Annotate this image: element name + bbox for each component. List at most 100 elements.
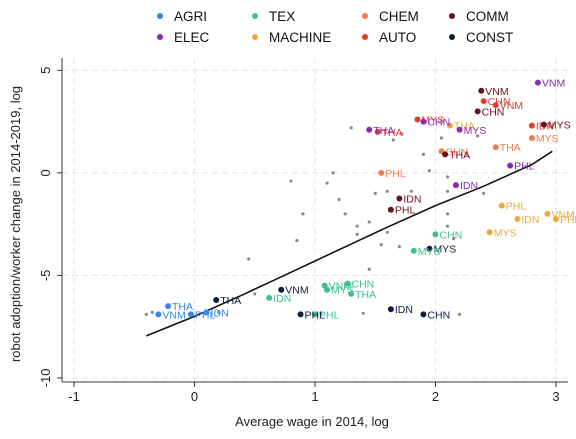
gray-point bbox=[482, 191, 486, 195]
gray-point bbox=[301, 212, 305, 216]
x-tick-label: 3 bbox=[552, 389, 559, 404]
point-label: MYS bbox=[331, 285, 354, 297]
data-point-chem bbox=[492, 144, 499, 151]
gray-point bbox=[385, 230, 389, 234]
gray-point bbox=[397, 245, 401, 249]
data-point-tex bbox=[324, 286, 331, 293]
point-label: CHN bbox=[446, 146, 469, 158]
point-label: PHL bbox=[514, 161, 535, 173]
gray-point bbox=[367, 220, 371, 224]
data-point-elec bbox=[420, 118, 427, 125]
gray-point bbox=[349, 126, 353, 130]
legend-label: AUTO bbox=[379, 30, 416, 45]
unlabeled-points bbox=[144, 126, 486, 316]
point-label: PHL bbox=[305, 309, 326, 321]
point-label: MYS bbox=[536, 133, 559, 145]
gray-point bbox=[445, 212, 450, 216]
legend-marker bbox=[252, 13, 258, 19]
data-point-comm bbox=[540, 121, 547, 128]
data-point-tex bbox=[312, 311, 318, 318]
legend-label: MACHINE bbox=[269, 30, 331, 45]
data-point-comm bbox=[442, 151, 449, 158]
data-point-tex bbox=[432, 231, 439, 238]
y-tick-label: -5 bbox=[38, 270, 53, 282]
data-point-const bbox=[387, 306, 394, 313]
data-point-auto bbox=[528, 122, 535, 129]
point-label: THA bbox=[355, 289, 376, 301]
data-point-elec bbox=[366, 126, 373, 133]
gray-point bbox=[367, 267, 371, 271]
point-label: THA bbox=[172, 301, 193, 313]
data-point-const bbox=[213, 296, 220, 303]
gray-point bbox=[331, 171, 335, 175]
gray-point bbox=[355, 232, 359, 236]
point-label: IDN bbox=[395, 304, 413, 316]
legend-marker bbox=[449, 13, 455, 19]
legend-marker bbox=[362, 13, 368, 19]
data-point-auto bbox=[414, 116, 421, 123]
data-point-tex bbox=[410, 247, 417, 254]
data-point-chem bbox=[528, 134, 535, 141]
data-point-const bbox=[420, 311, 427, 318]
gray-point bbox=[391, 138, 395, 142]
data-point-comm bbox=[387, 206, 394, 213]
point-label: MYS bbox=[548, 120, 571, 132]
fit-curve-layer bbox=[145, 150, 553, 337]
gray-point bbox=[295, 238, 299, 243]
y-tick-label: 5 bbox=[38, 67, 53, 74]
gray-point bbox=[343, 212, 347, 216]
legend-marker bbox=[157, 34, 163, 40]
point-label: VNM bbox=[500, 100, 523, 112]
point-label: CHN bbox=[352, 279, 375, 291]
gray-point bbox=[361, 311, 365, 315]
x-tick-label: -1 bbox=[68, 389, 80, 404]
legend-label: COMM bbox=[466, 9, 509, 24]
point-label: IDN bbox=[403, 193, 421, 205]
point-label: PHL bbox=[195, 309, 216, 321]
gray-point bbox=[289, 179, 293, 183]
point-label: PHL bbox=[319, 309, 340, 321]
data-point-agri bbox=[187, 311, 194, 318]
point-label: MYS bbox=[464, 125, 487, 137]
gray-point bbox=[439, 136, 444, 140]
point-label: CHN bbox=[482, 106, 505, 118]
data-point-machine bbox=[446, 122, 453, 129]
data-point-const bbox=[297, 311, 304, 318]
data-point-chem bbox=[378, 169, 385, 176]
data-point-comm bbox=[478, 87, 485, 94]
legend-marker bbox=[362, 34, 368, 40]
point-label: VNM bbox=[162, 309, 185, 321]
point-label: IDN bbox=[273, 293, 291, 305]
point-label: PHL bbox=[560, 214, 576, 226]
data-point-agri bbox=[155, 311, 162, 318]
gray-point bbox=[253, 292, 257, 296]
gray-point bbox=[373, 191, 377, 195]
grid bbox=[62, 58, 568, 382]
gray-point bbox=[421, 152, 426, 156]
point-label: MYS bbox=[494, 227, 517, 239]
gray-point bbox=[427, 169, 432, 173]
point-label: PHL bbox=[395, 205, 416, 217]
data-point-auto bbox=[480, 98, 487, 105]
data-point-machine bbox=[498, 202, 505, 209]
y-tick-label: -10 bbox=[38, 369, 53, 388]
gray-point bbox=[400, 132, 404, 136]
gray-point bbox=[409, 189, 413, 193]
data-point-elec bbox=[507, 162, 514, 169]
legend-label: CHEM bbox=[379, 9, 419, 24]
legend-marker bbox=[252, 34, 258, 40]
y-tick-label: 0 bbox=[38, 169, 53, 176]
point-label: VNM bbox=[542, 78, 565, 90]
legend-marker bbox=[157, 13, 163, 19]
data-point-agri bbox=[203, 309, 210, 316]
point-label: IDN bbox=[460, 180, 478, 192]
data-point-tex bbox=[266, 294, 273, 301]
legend-marker bbox=[449, 34, 455, 40]
data-point-auto bbox=[374, 128, 381, 135]
point-label: PHL bbox=[506, 201, 527, 213]
data-point-machine bbox=[544, 210, 551, 217]
point-label: IDN bbox=[521, 214, 539, 226]
point-label: THA bbox=[373, 125, 394, 137]
data-point-comm bbox=[396, 195, 403, 202]
data-point-auto bbox=[492, 102, 499, 109]
